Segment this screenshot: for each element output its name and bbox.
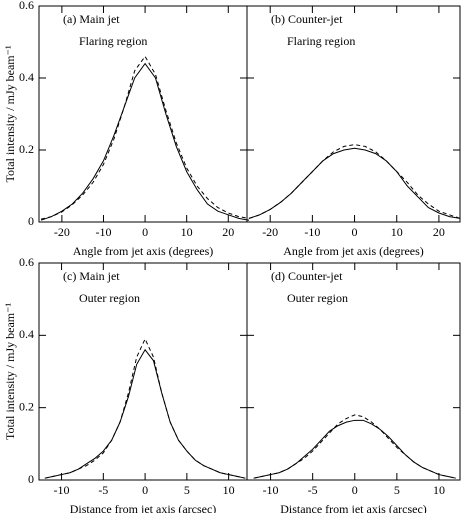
panel-label: (d) Counter-jet: [271, 269, 343, 283]
x-tick-label: 10: [391, 225, 403, 239]
panel-label: Flaring region: [79, 34, 147, 48]
panel-label: Flaring region: [287, 34, 355, 48]
x-tick-label: 5: [184, 483, 190, 497]
x-tick-label: 0: [352, 225, 358, 239]
x-axis-label: Angle from jet axis (degrees): [283, 244, 424, 258]
x-tick-label: 5: [394, 483, 400, 497]
y-axis-label: Total intensity / mJy beam⁻¹: [3, 45, 17, 182]
panel-label: Outer region: [79, 291, 140, 305]
x-tick-label: -20: [54, 225, 70, 239]
x-tick-label: -10: [95, 225, 111, 239]
plot-frame: [38, 262, 248, 481]
x-tick-label: -10: [263, 483, 279, 497]
panel-label: Outer region: [287, 291, 348, 305]
plot-frame: [246, 5, 461, 223]
x-tick-label: 10: [181, 225, 193, 239]
y-axis-label: Total intensity / mJy beam⁻¹: [3, 303, 17, 440]
x-tick-label: -5: [98, 483, 108, 497]
x-tick-label: -20: [262, 225, 278, 239]
profile-line: [253, 414, 456, 479]
x-tick-label: 0: [142, 225, 148, 239]
profile-line: [40, 55, 250, 220]
y-tick-label: 0: [28, 214, 34, 228]
panel-label: (b) Counter-jet: [271, 12, 343, 26]
plot-frame: [246, 262, 461, 481]
y-tick-label: 0.2: [19, 142, 34, 156]
profile-line: [44, 337, 246, 479]
y-tick-label: 0.4: [19, 70, 34, 84]
x-tick-label: 20: [433, 225, 445, 239]
x-tick-label: -5: [308, 483, 318, 497]
x-tick-label: 20: [222, 225, 234, 239]
x-tick-label: 10: [223, 483, 235, 497]
x-tick-label: 10: [433, 483, 445, 497]
x-tick-label: 0: [142, 483, 148, 497]
y-tick-label: 0.4: [19, 327, 34, 341]
y-tick-label: 0.2: [19, 399, 34, 413]
x-axis-label: Angle from jet axis (degrees): [73, 244, 214, 258]
profile-line: [40, 62, 250, 221]
x-tick-label: -10: [54, 483, 70, 497]
x-tick-label: 0: [352, 483, 358, 497]
x-axis-label: Distance from jet axis (arcsec): [280, 502, 427, 513]
profile-line: [253, 419, 456, 479]
panel-label: (c) Main jet: [63, 269, 120, 283]
y-tick-label: 0.6: [19, 255, 34, 269]
x-tick-label: -10: [304, 225, 320, 239]
profile-line: [248, 147, 461, 219]
panel-label: (a) Main jet: [63, 12, 120, 26]
y-tick-label: 0.6: [19, 0, 34, 12]
y-tick-label: 0: [28, 472, 34, 486]
profile-line: [44, 348, 246, 479]
x-axis-label: Distance from jet axis (arcsec): [70, 502, 217, 513]
